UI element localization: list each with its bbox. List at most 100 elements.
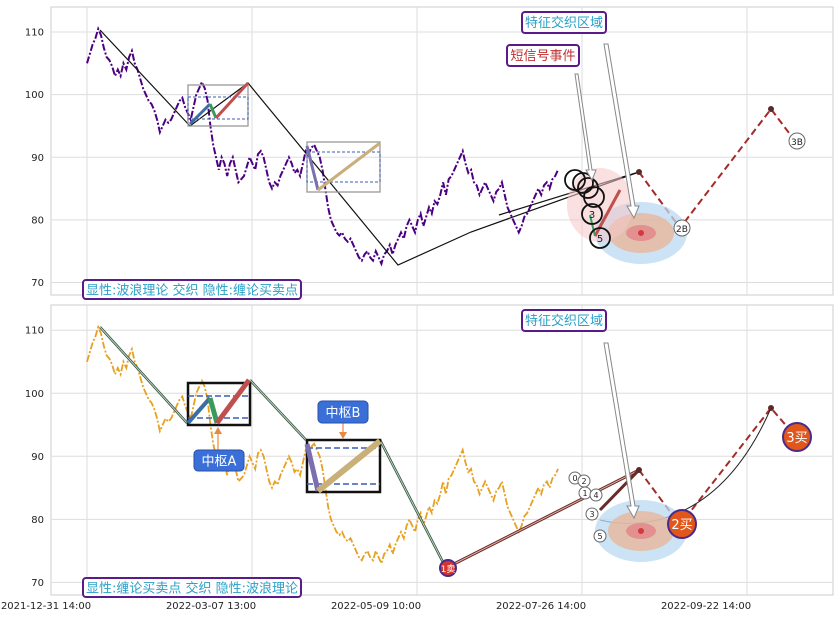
bottom-stroke-blue — [186, 396, 212, 425]
top-arrow-2 — [603, 43, 640, 220]
bottom-legend-box — [82, 577, 302, 598]
bottom-bsp-1sell-text: 1卖 — [441, 564, 456, 575]
bottom-y-tick-label-1: 80 — [31, 515, 44, 526]
bottom-bsp-2buy — [667, 509, 697, 539]
x-tick-label-3: 2022-07-26 14:00 — [496, 601, 586, 612]
bottom-stroke-tan — [316, 438, 382, 494]
top-wave-green-seg — [589, 214, 596, 237]
bottom-zhongshu-a — [186, 381, 252, 427]
top-y-ticks: 70 80 90 100 110 — [25, 28, 44, 289]
top-subwave-5 — [317, 141, 381, 192]
bottom-stroke-purple — [304, 443, 321, 492]
bottom-zsa-box — [193, 449, 245, 472]
top-forecast-line — [638, 107, 796, 230]
top-subwave-4 — [305, 145, 320, 191]
top-panel: 70 80 90 100 110 — [25, 6, 834, 300]
x-tick-label-0: 2021-12-31 14:00 — [1, 601, 91, 612]
x-tick-label-1: 2022-03-07 13:00 — [166, 601, 256, 612]
top-forecast-dot-1 — [636, 169, 642, 175]
bottom-circle-text-4: 4 — [593, 491, 598, 500]
top-short-signal-label: 短信号事件 — [510, 49, 575, 64]
top-feature-zone-label: 特征交织区域 — [525, 15, 603, 31]
bottom-plot-frame — [50, 304, 834, 596]
bottom-y-tick-label-4: 110 — [25, 326, 44, 337]
top-plot-frame — [50, 6, 834, 296]
top-price-line — [86, 26, 559, 267]
bottom-bsp-2buy-text: 2买 — [671, 518, 692, 533]
bottom-y-tick-label-2: 90 — [31, 452, 44, 463]
bottom-bsp-1sell — [439, 559, 457, 577]
top-circle-labels: 5 3 — [564, 169, 611, 249]
top-short-signal-box — [506, 44, 580, 67]
top-feature-dot — [638, 230, 644, 236]
bottom-bi-3b — [379, 439, 447, 569]
bottom-forecast-line — [638, 406, 796, 527]
top-wave-line — [99, 29, 640, 266]
bottom-circle-text-5: 5 — [597, 532, 602, 541]
bottom-zhongshu-b — [305, 438, 382, 494]
top-y-tick-label-3: 100 — [25, 90, 44, 101]
bottom-zsa-label: 中枢A — [202, 455, 237, 470]
bottom-circle-4 — [589, 488, 603, 502]
bottom-y-tick-label-3: 100 — [25, 389, 44, 400]
bottom-stroke-green — [207, 397, 220, 424]
top-zone-box-a-inner — [187, 96, 249, 120]
bottom-y-ticks: 70 80 90 100 110 — [25, 326, 44, 589]
top-marker-2b-text: 2B — [676, 225, 688, 235]
x-axis-labels: 2021-12-31 14:00 2022-03-07 13:00 2022-0… — [1, 601, 751, 612]
top-grid — [51, 7, 833, 295]
bottom-circle-text-3: 3 — [589, 510, 594, 519]
top-legend-box — [82, 279, 302, 300]
top-circle-4 — [581, 203, 603, 225]
top-legend-text: 显性:波浪理论 交织 隐性:缠论买卖点 — [86, 283, 298, 299]
bottom-zsb-label: 中枢B — [326, 406, 361, 421]
bottom-zsa-pointer-head — [214, 427, 222, 434]
bottom-feature-dot — [638, 528, 644, 534]
bottom-zsb-pointer-head — [339, 432, 347, 439]
bottom-bi-5 — [598, 468, 641, 512]
bottom-bsp-3buy-text: 3买 — [786, 431, 807, 446]
bottom-circle-labels: 0 2 1 4 3 5 — [568, 471, 607, 543]
top-circle-text-3: 3 — [589, 210, 595, 221]
top-subwave-3 — [214, 81, 250, 120]
bottom-arrow-1 — [603, 342, 640, 520]
top-marker-3b-text: 3B — [791, 138, 803, 148]
top-circle-3 — [583, 186, 605, 208]
bottom-bi-2b — [249, 379, 307, 441]
top-forecast-dot-2 — [768, 106, 774, 112]
top-circle-1 — [572, 172, 594, 194]
x-tick-label-4: 2022-09-22 14:00 — [661, 601, 751, 612]
top-circle-5 — [589, 227, 611, 249]
bottom-panel: 70 80 90 100 110 — [25, 304, 834, 598]
top-y-tick-label-1: 80 — [31, 215, 44, 226]
bottom-feature-zone-label: 特征交织区域 — [525, 313, 603, 329]
top-circle-text-5: 5 — [597, 234, 603, 245]
top-zone-box-b-inner — [306, 151, 381, 183]
top-y-tick-label-0: 70 — [31, 278, 44, 289]
top-subwave-2 — [208, 103, 218, 119]
bottom-zsb-box — [317, 400, 369, 424]
bottom-legend-text: 显性:缠论买卖点 交织 隐性:波浪理论 — [86, 581, 298, 597]
bottom-feature-zone-box — [521, 309, 607, 332]
top-arrow-1 — [574, 73, 597, 182]
bottom-bi-4b — [445, 469, 640, 569]
bottom-stroke-red — [214, 378, 252, 425]
bottom-bi-1b — [99, 326, 188, 424]
bottom-forecast-dot-2 — [768, 405, 774, 411]
top-feature-zone-box — [521, 11, 607, 34]
top-subwave-1 — [188, 102, 212, 126]
bottom-price-line — [86, 324, 559, 567]
bottom-circle-text-1: 1 — [582, 489, 587, 498]
bottom-bsp-3buy — [782, 422, 812, 452]
bottom-circle-text-0: 0 — [572, 474, 577, 483]
top-y-tick-label-2: 90 — [31, 153, 44, 164]
bottom-y-tick-label-0: 70 — [31, 578, 44, 589]
bottom-forecast-dot-1 — [636, 467, 642, 473]
x-tick-label-2: 2022-05-09 10:00 — [331, 601, 421, 612]
top-y-tick-label-4: 110 — [25, 28, 44, 39]
top-marker-3b — [788, 132, 806, 150]
top-marker-2b — [673, 219, 691, 237]
bottom-circle-text-2: 2 — [581, 477, 586, 486]
bottom-circle-5 — [593, 529, 607, 543]
